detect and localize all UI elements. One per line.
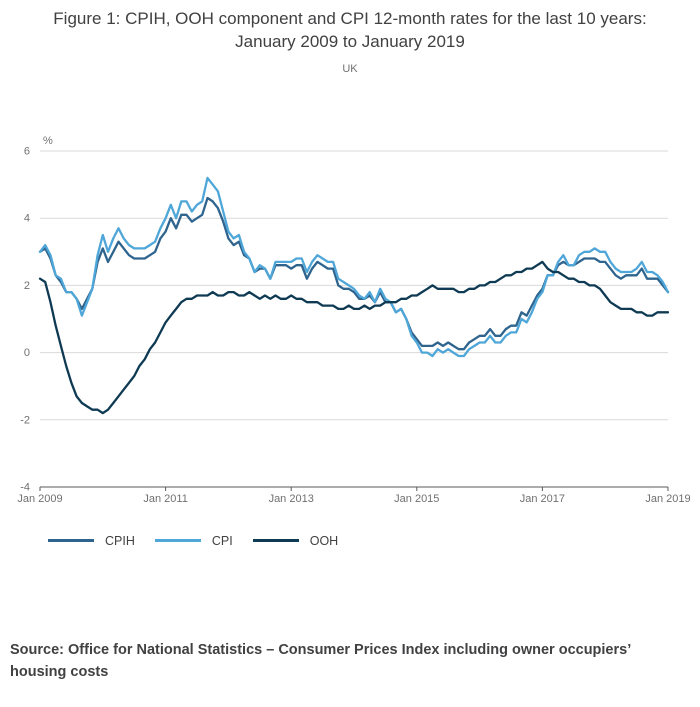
figure-subtitle: UK (342, 62, 358, 75)
series-line-cpi (38, 176, 670, 358)
legend-swatch-cpih (48, 539, 94, 543)
legend-label: CPI (211, 533, 233, 548)
y-tick-label: 2 (24, 280, 30, 292)
x-tick-label: Jan 2013 (269, 493, 314, 505)
legend-item-ooh[interactable]: OOH (252, 533, 339, 548)
y-tick-label: -2 (20, 414, 30, 426)
y-axis-unit-label: % (43, 135, 53, 147)
x-tick-label: Jan 2017 (520, 493, 565, 505)
source-text: Source: Office for National Statistics –… (10, 641, 631, 681)
x-tick-label: Jan 2015 (394, 493, 439, 505)
line-chart-svg: -4 -2 0 2 4 6% Jan 2009 Jan 2011 Jan 2013 Jan 201… (17, 135, 690, 505)
series-line-ooh (38, 260, 670, 415)
series-line-cpih (38, 196, 670, 351)
legend: CPIH CPI OOH (10, 533, 690, 549)
figure-title: Figure 1: CPIH, OOH component and CPI 12… (53, 9, 647, 51)
x-tick-label: Jan 2019 (645, 493, 690, 505)
legend-swatch-ooh (252, 539, 299, 543)
y-tick-label: 6 (24, 145, 30, 157)
legend-item-cpi[interactable]: CPI (154, 533, 233, 548)
y-tick-label: 4 (24, 213, 30, 225)
legend-item-cpih[interactable]: CPIH (48, 534, 135, 548)
x-tick-label: Jan 2011 (143, 493, 187, 505)
y-tick-label: 0 (24, 347, 30, 359)
x-tick-label: Jan 2009 (17, 493, 62, 505)
legend-label: OOH (309, 533, 339, 548)
chart-area: -4 -2 0 2 4 6% Jan 2009 Jan 2011 Jan 2013 Jan 201… (10, 121, 690, 511)
legend-swatch-cpi (154, 539, 201, 543)
legend-label: CPIH (105, 533, 135, 548)
y-tick-label: -4 (20, 481, 30, 493)
